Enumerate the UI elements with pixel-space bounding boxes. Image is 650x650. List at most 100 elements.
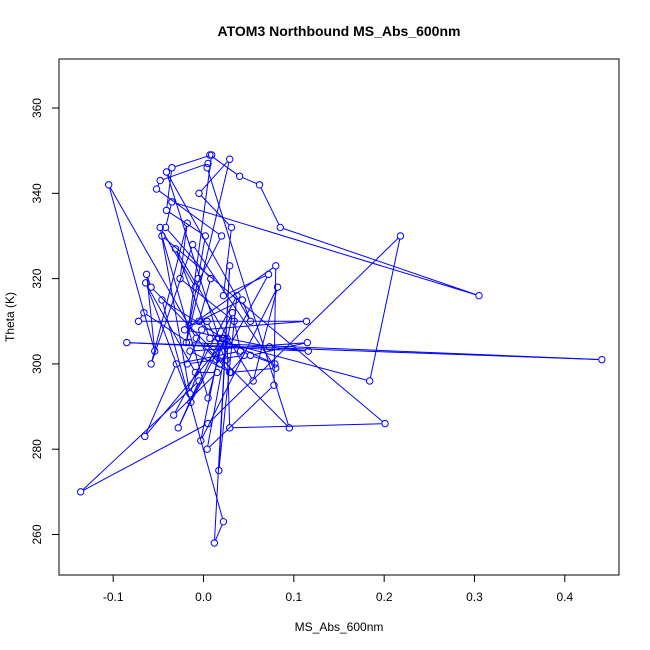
x-tick-label: 0.3 — [466, 590, 483, 604]
y-tick-label: 280 — [30, 439, 44, 459]
data-point — [204, 419, 212, 428]
data-point — [183, 219, 191, 227]
series-segment — [212, 338, 367, 381]
series-segment — [176, 251, 253, 379]
y-tick-label: 260 — [30, 524, 44, 544]
data-point — [168, 198, 176, 206]
data-point — [222, 355, 230, 364]
series-segment — [146, 285, 195, 370]
data-point — [217, 232, 226, 240]
data-point — [158, 296, 166, 304]
data-point — [219, 517, 228, 526]
data-point — [156, 176, 164, 185]
series-segment — [199, 281, 211, 319]
data-point — [147, 283, 155, 291]
data-point — [195, 377, 203, 385]
y-axis-label: Theta (K) — [3, 292, 17, 342]
data-point — [235, 172, 244, 180]
data-point — [396, 232, 405, 240]
data-point — [276, 223, 284, 232]
series-segment — [222, 341, 227, 357]
y-tick-label: 360 — [30, 98, 44, 118]
data-point — [475, 291, 483, 300]
data-point — [203, 317, 211, 325]
series-segment — [253, 290, 278, 378]
data-point — [246, 317, 255, 325]
data-point — [185, 338, 193, 347]
data-point — [203, 445, 211, 453]
series-segment — [151, 226, 187, 361]
x-axis-ticks: -0.1 0.0 0.1 0.2 0.3 0.4 — [103, 574, 573, 604]
data-point — [207, 274, 215, 283]
y-tick-label: 320 — [30, 268, 44, 288]
data-point — [226, 368, 234, 377]
series-segment — [198, 239, 206, 276]
data-point — [206, 334, 214, 343]
data-point — [156, 223, 164, 232]
data-point — [195, 317, 203, 325]
series-segment — [168, 211, 203, 235]
series-segment — [166, 174, 219, 336]
series-segment — [233, 367, 273, 373]
data-point — [191, 368, 200, 377]
data-point — [187, 398, 195, 406]
data-point — [162, 206, 171, 215]
series-segment — [369, 239, 401, 378]
series-segment — [215, 524, 223, 541]
data-point — [151, 347, 159, 355]
data-point — [140, 309, 148, 317]
series-segment — [162, 302, 224, 519]
series-segment — [209, 387, 273, 448]
series-segment — [201, 289, 277, 439]
data-point — [366, 377, 374, 385]
series-segment — [165, 204, 172, 225]
series-segment — [109, 187, 196, 336]
data-point — [201, 232, 210, 240]
series-segment — [153, 289, 288, 426]
series-segment — [198, 340, 218, 362]
series-segment — [220, 276, 268, 362]
data-point — [264, 270, 273, 279]
data-point — [381, 419, 389, 428]
data-point — [191, 283, 200, 291]
series-segment — [186, 267, 274, 329]
series-segment — [273, 269, 277, 383]
data-point — [172, 360, 181, 368]
data-point — [216, 343, 224, 351]
series-segment — [189, 281, 198, 323]
data-point — [207, 151, 216, 159]
series-segment — [226, 275, 266, 295]
data-point — [141, 432, 149, 441]
series-segment — [212, 156, 238, 175]
data-point — [76, 488, 85, 496]
data-point — [142, 270, 151, 279]
data-point — [210, 539, 219, 547]
data-point — [228, 309, 237, 317]
series-segment — [151, 247, 193, 362]
series-segment — [158, 190, 220, 235]
series-segment — [223, 230, 232, 293]
data-point — [270, 381, 278, 389]
series-segment — [166, 170, 172, 208]
x-tick-label: -0.1 — [103, 590, 124, 604]
data-point — [304, 347, 312, 355]
data-point — [123, 338, 131, 347]
data-point — [170, 411, 178, 419]
data-point — [272, 364, 280, 372]
series-segment — [208, 348, 228, 371]
data-point — [176, 274, 184, 283]
series-segment — [218, 268, 231, 468]
data-point — [198, 326, 206, 334]
series-segment — [186, 158, 212, 340]
data-point — [273, 283, 282, 291]
data-point — [182, 338, 191, 347]
series-segment — [109, 187, 155, 349]
data-point — [185, 321, 193, 330]
series-segment — [186, 162, 230, 340]
data-point — [272, 262, 280, 270]
data-point — [186, 390, 194, 398]
series-segment — [160, 230, 190, 391]
series-segment — [82, 382, 198, 491]
series-segment — [174, 155, 209, 168]
